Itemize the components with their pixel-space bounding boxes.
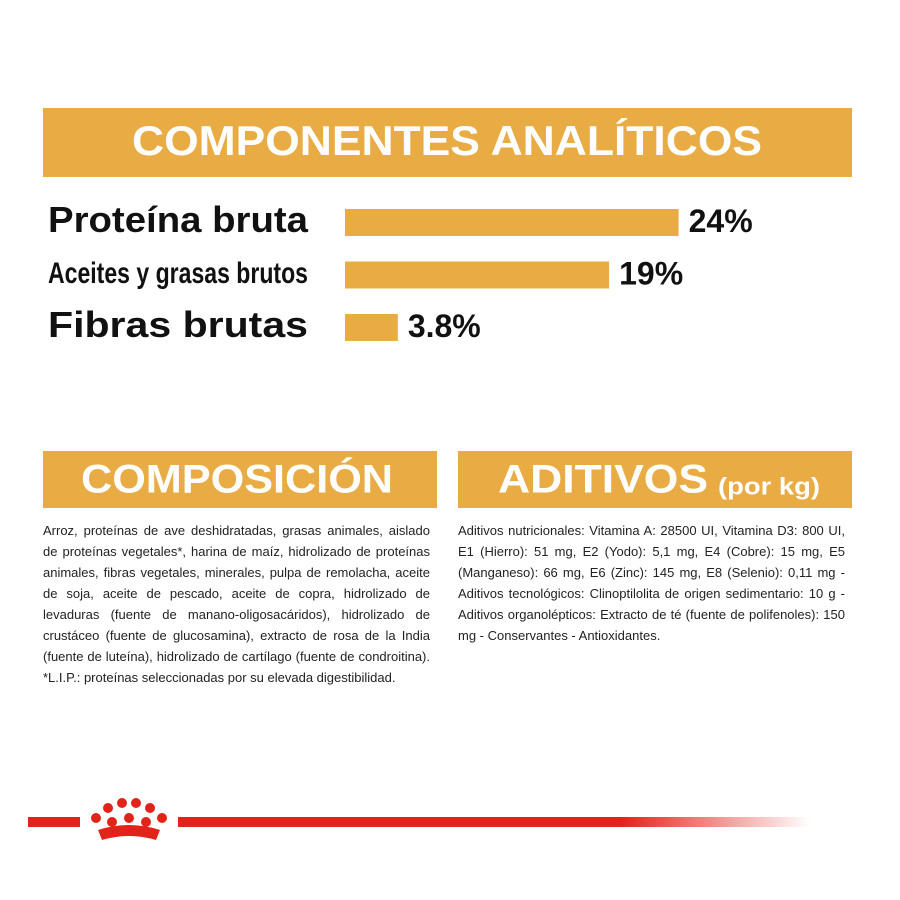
value-label: 24% — [689, 203, 753, 239]
category-label: Proteína bruta — [48, 199, 309, 240]
section-title: COMPOSICIÓN — [81, 456, 393, 502]
footer-line — [28, 817, 80, 827]
header-band — [43, 108, 852, 177]
section-title: ADITIVOS — [498, 458, 708, 502]
bar — [345, 261, 610, 289]
value-label: 3.8% — [408, 308, 481, 344]
section-band — [458, 451, 852, 508]
brand-footer — [28, 798, 810, 840]
footer-line — [178, 817, 810, 827]
value-label: 19% — [619, 255, 683, 291]
crown-logo — [91, 798, 167, 840]
section-band — [43, 451, 437, 508]
category-label: Fibras brutas — [48, 304, 308, 345]
chart-title: COMPONENTES ANALÍTICOS — [132, 117, 762, 164]
additives-text: Aditivos nutricionales: Vitamina A: 2850… — [458, 523, 845, 643]
section-subtitle: (por kg) — [718, 473, 820, 500]
category-label: Aceites y grasas brutos — [48, 257, 308, 290]
bar — [345, 314, 398, 341]
composition-text: Arroz, proteínas de ave deshidratadas, g… — [43, 523, 430, 685]
bar — [345, 209, 679, 236]
